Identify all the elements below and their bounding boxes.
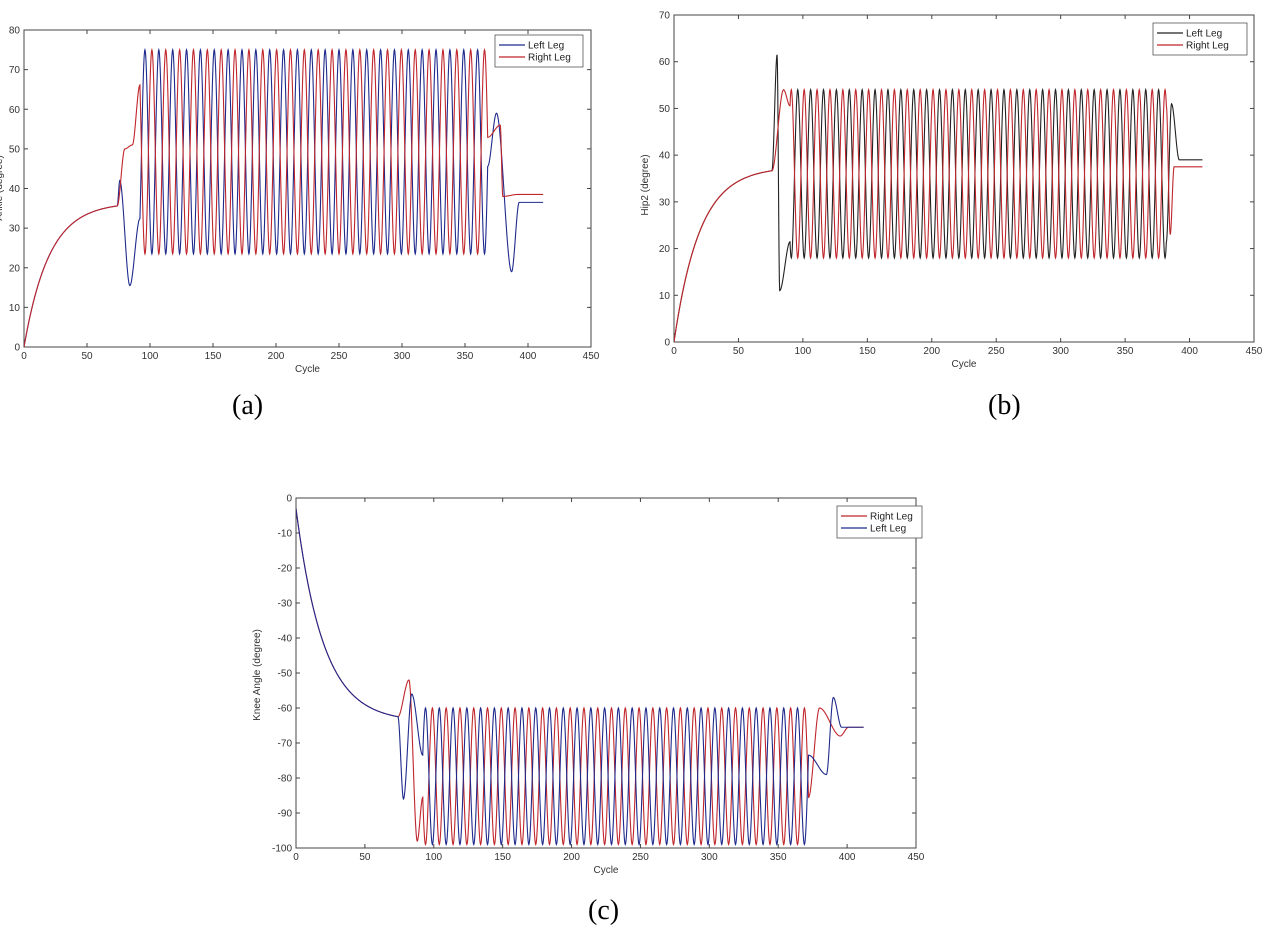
y-tick-label: 60 (9, 105, 21, 116)
y-tick-label: -20 (278, 564, 293, 575)
chart-a: 0 50 100 150 200 250 300 350 400 450 0 10 20 30 40 50 60… (0, 0, 600, 380)
series-line-left-leg (296, 508, 864, 846)
series-line-right-leg (674, 87, 1203, 342)
y-tick-label: -50 (278, 669, 293, 680)
y-tick-label: 0 (664, 338, 670, 349)
chart-a-svg: 0 50 100 150 200 250 300 350 400 450 0 10 20 30 40 50 60… (0, 26, 600, 376)
y-axis-label: Hip2 (degree) (640, 154, 651, 215)
y-axis-label: Knee Angle (degree) (252, 629, 263, 721)
y-tick-label: 20 (659, 244, 671, 255)
x-tick-label: 250 (331, 351, 348, 362)
y-tick-label: 30 (659, 197, 671, 208)
x-tick-label: 200 (923, 346, 940, 357)
x-tick-label: 0 (293, 852, 299, 863)
y-tick-label: 10 (9, 303, 21, 314)
y-tick-label: 50 (659, 104, 671, 115)
y-tick-label: -90 (278, 809, 293, 820)
y-tick-label: 50 (9, 144, 21, 155)
legend-box (1152, 22, 1248, 56)
x-tick-label: 250 (632, 852, 649, 863)
legend-label-left-leg: Left Leg (528, 41, 564, 52)
y-tick-label: 40 (9, 184, 21, 195)
chart-c: 0 50 100 150 200 250 300 350 400 450 0 -10 -20 -30 -40… (240, 485, 940, 885)
x-tick-label: 150 (859, 346, 876, 357)
x-tick-label: 100 (795, 346, 812, 357)
x-tick-label: 0 (21, 351, 27, 362)
y-tick-label: -60 (278, 704, 293, 715)
y-tick-label: 10 (659, 291, 671, 302)
x-tick-label: 150 (494, 852, 511, 863)
x-axis-label: Cycle (951, 359, 976, 370)
caption-a: (a) (232, 390, 264, 421)
x-axis-label: Cycle (593, 865, 618, 876)
x-tick-label: 450 (583, 351, 600, 362)
x-tick-label: 350 (770, 852, 787, 863)
legend-box (494, 34, 584, 68)
x-tick-label: 50 (81, 351, 93, 362)
y-tick-label: 0 (14, 343, 20, 354)
caption-b: (b) (988, 390, 1021, 421)
y-tick-label: 70 (9, 65, 21, 76)
y-tick-label: 40 (659, 151, 671, 162)
y-tick-label: -30 (278, 599, 293, 610)
chart-c-svg: 0 50 100 150 200 250 300 350 400 450 0 -10 -20 -30 -40… (252, 494, 925, 877)
y-tick-label: -70 (278, 739, 293, 750)
x-axis-label: Cycle (295, 364, 320, 375)
legend-label-right-leg: Right Leg (1186, 41, 1229, 52)
x-tick-label: 450 (908, 852, 925, 863)
x-tick-label: 100 (425, 852, 442, 863)
chart-b-svg: 0 50 100 150 200 250 300 350 400 450 0 10 20 30 40 50 60… (640, 11, 1263, 371)
plot-frame (295, 497, 917, 849)
x-tick-label: 300 (394, 351, 411, 362)
x-tick-label: 300 (701, 852, 718, 863)
x-tick-label: 400 (520, 351, 537, 362)
legend-label-right-leg: Right Leg (870, 512, 913, 523)
x-tick-label: 200 (268, 351, 285, 362)
series-line-right-leg (24, 47, 544, 347)
x-tick-label: 250 (988, 346, 1005, 357)
x-tick-label: 150 (205, 351, 222, 362)
y-axis-label: Ankle (degree) (0, 155, 5, 221)
chart-b: 0 50 100 150 200 250 300 350 400 450 0 10 20 30 40 50 60… (640, 0, 1266, 375)
x-tick-label: 400 (839, 852, 856, 863)
y-tick-label: -40 (278, 634, 293, 645)
y-tick-label: 20 (9, 263, 21, 274)
x-tick-label: 100 (142, 351, 159, 362)
x-tick-label: 200 (563, 852, 580, 863)
y-tick-label: 30 (9, 224, 21, 235)
legend-box (836, 505, 923, 539)
legend-label-left-leg: Left Leg (1186, 29, 1222, 40)
y-tick-label: -80 (278, 774, 293, 785)
x-tick-label: 450 (1246, 346, 1263, 357)
x-tick-label: 400 (1181, 346, 1198, 357)
x-tick-label: 350 (1117, 346, 1134, 357)
y-tick-label: -100 (272, 844, 292, 855)
x-tick-label: 350 (457, 351, 474, 362)
y-tick-label: 0 (286, 494, 292, 505)
y-tick-label: 80 (9, 26, 21, 37)
plot-frame (673, 14, 1255, 343)
x-tick-label: 50 (359, 852, 371, 863)
caption-c: (c) (588, 895, 620, 926)
legend-label-left-leg: Left Leg (870, 524, 906, 535)
legend-label-right-leg: Right Leg (528, 53, 571, 64)
y-tick-label: -10 (278, 529, 293, 540)
y-tick-label: 70 (659, 11, 671, 22)
x-tick-label: 50 (733, 346, 745, 357)
x-tick-label: 0 (671, 346, 677, 357)
x-tick-label: 300 (1052, 346, 1069, 357)
y-tick-label: 60 (659, 57, 671, 68)
